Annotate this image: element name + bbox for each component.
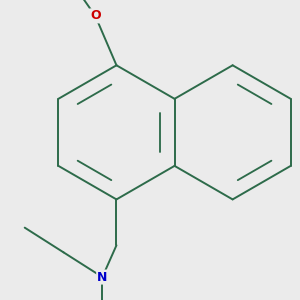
- Text: O: O: [90, 9, 101, 22]
- Text: N: N: [97, 271, 107, 284]
